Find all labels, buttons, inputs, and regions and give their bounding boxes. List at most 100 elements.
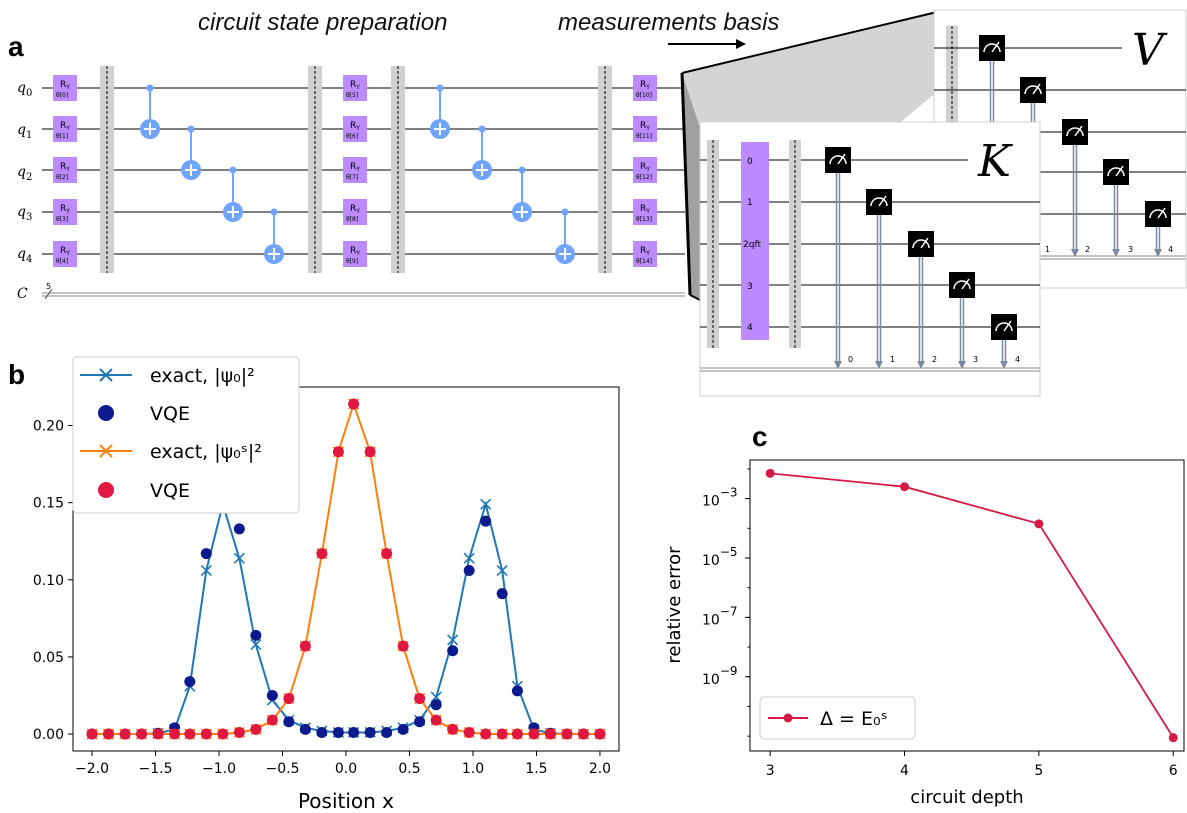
series-point	[200, 728, 212, 740]
series-marker-x	[496, 564, 508, 577]
ry-gate-label: RY	[350, 162, 360, 173]
ry-gates: RYθ[0]RYθ[1]RYθ[2]RYθ[3]RYθ[4]RYθ[5]RYθ[…	[53, 75, 657, 267]
barrier	[391, 66, 405, 273]
series-point	[381, 548, 393, 560]
cnot-gate	[181, 125, 201, 180]
ry-gate-param: θ[2]	[56, 174, 68, 181]
series-point	[364, 726, 376, 738]
measurement-gate	[1062, 119, 1088, 257]
series-point	[316, 726, 328, 738]
chart-b-ytick-label: 0.20	[33, 419, 64, 435]
legend-entry-exact-psi0: exact, |ψ₀|²	[80, 365, 255, 387]
measurement-gate	[1103, 159, 1129, 257]
series-marker-x	[233, 552, 245, 564]
ry-gate-label: RY	[60, 204, 70, 215]
chart-c-legend: Δ = E₀ˢ	[759, 696, 916, 740]
chart-c-point	[765, 468, 775, 478]
series-point	[430, 714, 442, 726]
ry-gate-label: RY	[640, 246, 650, 257]
k-bit-label-2: 2	[932, 355, 937, 364]
chart-c-frame	[749, 459, 1185, 752]
ry-gate-label: RY	[640, 162, 650, 173]
k-bit-label-4: 4	[1015, 355, 1020, 364]
measurement-gate	[825, 147, 851, 369]
caption-circuit: circuit state preparation	[198, 9, 447, 36]
series-point	[348, 726, 360, 738]
chart-c-ytick-label: 10−7	[702, 604, 738, 628]
series-point	[266, 714, 278, 726]
series-point	[544, 728, 556, 740]
chart-b-xtick-label: 2.0	[589, 761, 611, 777]
chart-c-ytick-label: 10−3	[702, 486, 738, 510]
chart-c-xtick-label: 4	[900, 763, 909, 779]
legend-label-exact-psi0s: exact, |ψ₀ˢ|²	[150, 441, 262, 463]
chart-c-point	[1034, 519, 1044, 529]
chart-b-ytick-label: 0.05	[33, 650, 64, 666]
series-point	[136, 728, 148, 740]
ry-gate-param: θ[13]	[636, 216, 652, 223]
measurement-gate	[949, 272, 975, 369]
series-point	[463, 726, 475, 738]
v-bit-label-3: 3	[1128, 245, 1133, 254]
legend-label-vqe-2: VQE	[150, 480, 190, 502]
series-point	[233, 726, 245, 738]
series-point	[447, 645, 459, 657]
series-marker-x	[463, 552, 475, 564]
ry-gate-label: RY	[60, 121, 70, 132]
chart-c-xtick-label: 6	[1169, 763, 1178, 779]
k-meters	[825, 147, 1017, 369]
ry-gate-param: θ[4]	[56, 258, 68, 265]
series-point	[316, 548, 328, 560]
k-bit-label-0: 0	[848, 355, 853, 364]
qubit-label-0: q0	[17, 80, 32, 99]
series-point	[299, 723, 311, 735]
ry-gate: RYθ[12]	[633, 157, 657, 183]
classical-label: C	[17, 286, 28, 302]
series-point	[577, 728, 589, 740]
v-bit-label-1: 1	[1045, 245, 1050, 254]
series-point	[480, 515, 492, 527]
qubit-label-2: q2	[17, 164, 32, 183]
measurement-box-K: 0 1 2qft 3 4 K 0 1 2 3 4	[699, 121, 1041, 397]
chart-b: −2.0 −1.5 −1.0 −0.5 0.0 0.5 1.0 1.5 2.0 0.00 0.05 0…	[33, 356, 620, 813]
chart-c-legend-label: Δ = E₀ˢ	[820, 708, 888, 730]
ry-gate-label: RY	[350, 121, 360, 132]
series-marker-x	[480, 498, 492, 510]
qubit-labels: q0 q1 q2 q3 q4 C 5	[17, 80, 51, 302]
series-point	[103, 728, 115, 740]
ry-gate-label: RY	[640, 204, 650, 215]
measurement-gate	[908, 231, 934, 369]
chart-b-xtick-label: −1.5	[139, 761, 173, 777]
series-point	[511, 728, 523, 740]
series-point	[184, 728, 196, 740]
series-point	[250, 723, 262, 735]
barriers	[100, 66, 612, 273]
legend-entry-vqe-navy: VQE	[98, 403, 190, 425]
ry-gate: RYθ[2]	[53, 157, 77, 183]
chart-b-ytick-label: 0.10	[33, 573, 64, 589]
k-bit-label-3: 3	[973, 355, 978, 364]
letter-K: K	[977, 136, 1013, 187]
qft-label-0: 0	[747, 157, 753, 167]
chart-c-xtick-label: 5	[1034, 763, 1043, 779]
ry-gate-label: RY	[350, 204, 360, 215]
series-point	[447, 723, 459, 735]
chart-c-xlabel: circuit depth	[910, 787, 1023, 808]
chart-b-ytick-label: 0.00	[33, 727, 64, 743]
series-point	[184, 676, 196, 688]
chart-b-xtick-label: −2.0	[75, 761, 109, 777]
series-point	[463, 565, 475, 577]
ry-gate-label: RY	[60, 246, 70, 257]
series-point	[496, 728, 508, 740]
ry-gate: RYθ[6]	[343, 116, 367, 142]
ry-gate-param: θ[9]	[346, 258, 358, 265]
cnot-gate	[512, 166, 532, 222]
cnot-gate	[264, 208, 284, 264]
chart-c-line	[770, 472, 1175, 739]
chart-b-series	[86, 398, 606, 740]
classical-count: 5	[46, 282, 51, 291]
chart-b-xlabel: Position x	[298, 789, 394, 813]
chart-c-series	[765, 468, 1178, 743]
series-point	[414, 716, 426, 728]
qft-label-2: 2qft	[743, 240, 761, 250]
